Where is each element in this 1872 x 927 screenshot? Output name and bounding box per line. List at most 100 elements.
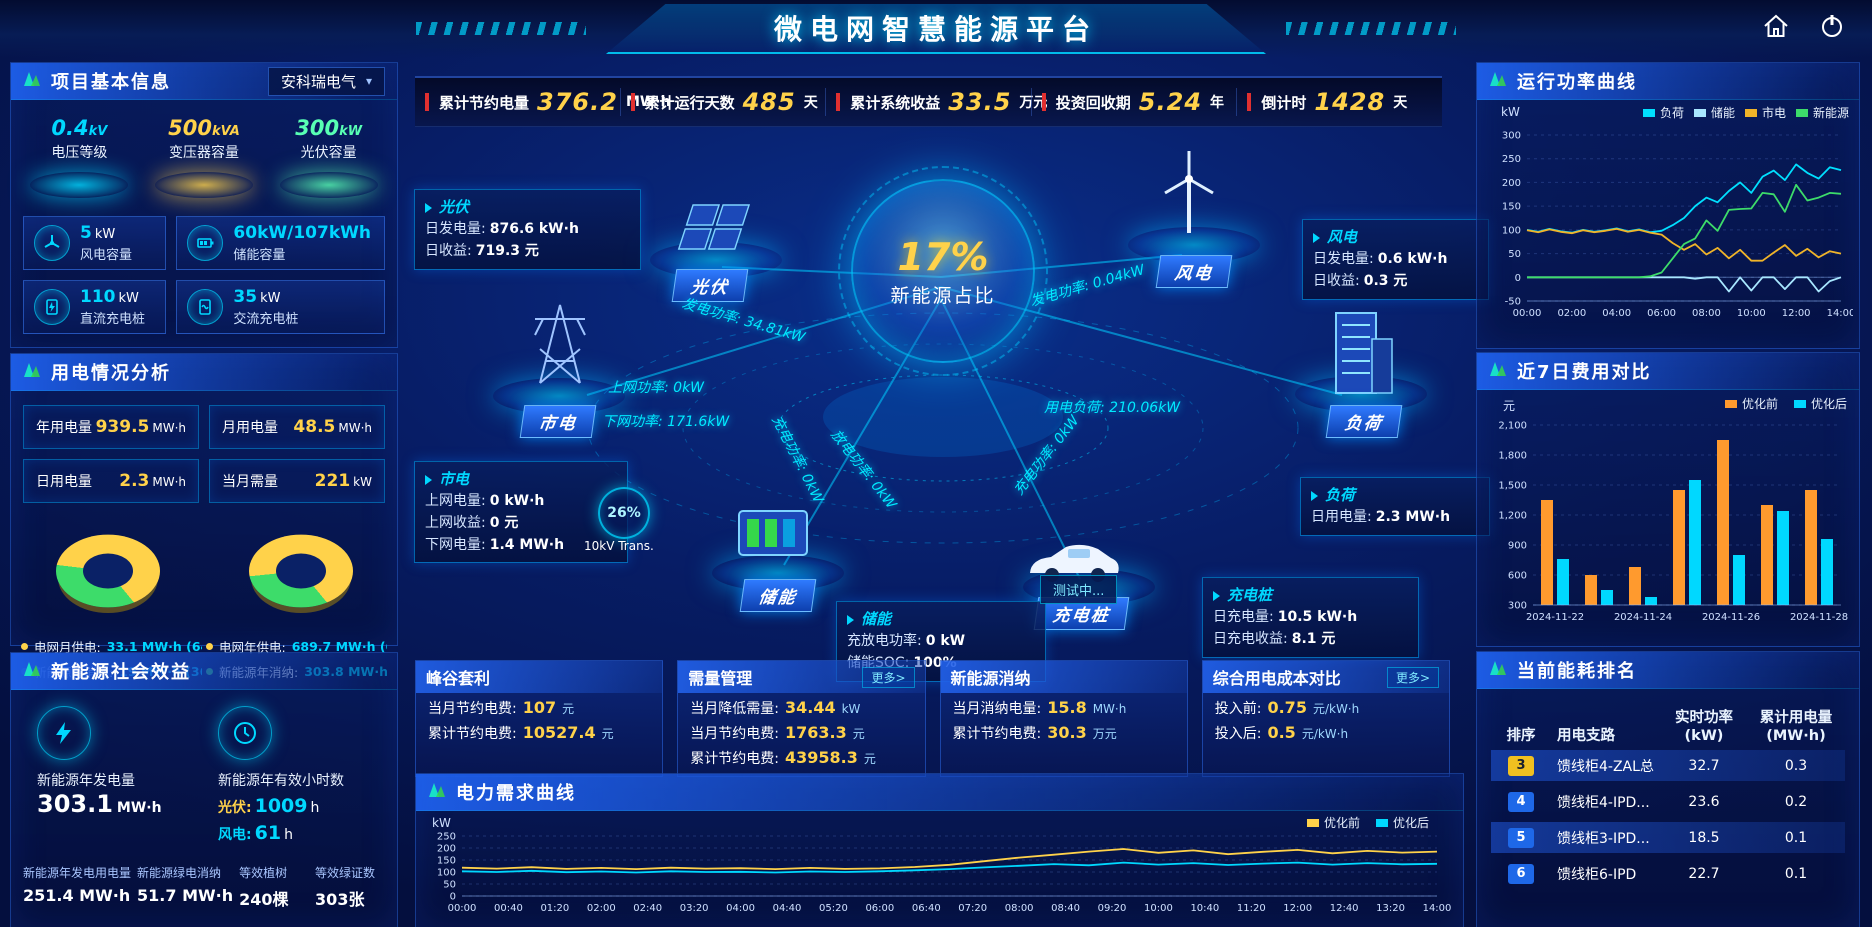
stat-year-usage: 年用电量 939.5 MW·h <box>23 405 199 449</box>
panel-title: 当前能耗排名 <box>1517 661 1637 682</box>
stat-dc-charger: 110 kW 直流充电桩 <box>23 280 167 334</box>
renewable-percent-label: 新能源占比 <box>890 284 996 307</box>
power-chart-legend: 负荷 储能 市电 新能源 <box>1642 104 1849 121</box>
home-icon[interactable] <box>1762 12 1790 44</box>
ranking-table: 排序 用电支路 实时功率 (kW) 累计用电量 (MW·h) 3 馈线柜4-ZA… <box>1477 689 1859 889</box>
card-demand-management: 需量管理 更多> 当月降低需量: 34.44 kW 当月节约电费: 1763.3 元 累计… <box>677 660 926 777</box>
svg-text:02:40: 02:40 <box>633 903 662 914</box>
benefit-generation: 新能源年发电量 303.1 MW·h <box>23 706 204 844</box>
card-peak-valley: 峰谷套利 当月节约电费: 107 元 累计节约电费: 10527.4 元 <box>415 660 664 777</box>
table-row[interactable]: 4 馈线柜4-IPD... 23.6 0.2 <box>1491 786 1845 817</box>
svg-text:01:20: 01:20 <box>540 903 569 914</box>
panel-project-info: 项目基本信息 安科瑞电气 ▾ 0.4kV 电压等级 500kVA 变压器容量 3… <box>10 62 398 348</box>
stat-ac-charger: 35 kW 交流充电桩 <box>176 280 385 334</box>
svg-text:200: 200 <box>437 844 456 855</box>
svg-text:07:20: 07:20 <box>958 903 987 914</box>
svg-text:50: 50 <box>1508 249 1521 260</box>
svg-text:0: 0 <box>450 892 456 903</box>
transformer-badge: 26% <box>598 487 650 539</box>
kpi-saved-energy: 累计节约电量 376.2 MW·h <box>415 88 671 116</box>
panel-corner-icon <box>1489 660 1507 680</box>
rank-badge: 4 <box>1508 791 1534 812</box>
glow-disc <box>30 172 129 198</box>
node-label-storage: 储能 <box>739 579 817 612</box>
svg-text:250: 250 <box>437 832 456 843</box>
svg-text:03:20: 03:20 <box>680 903 709 914</box>
svg-text:06:00: 06:00 <box>1647 308 1676 319</box>
power-icon[interactable] <box>1818 12 1846 44</box>
svg-text:10:00: 10:00 <box>1737 308 1766 319</box>
power-tower-icon <box>505 295 615 391</box>
renewable-percent: 17% <box>897 234 989 279</box>
svg-text:08:00: 08:00 <box>1005 903 1034 914</box>
svg-text:06:00: 06:00 <box>865 903 894 914</box>
load-flow-label: 用电负荷: 210.06kW <box>1044 400 1181 416</box>
battery-storage-icon <box>725 501 821 567</box>
svg-text:250: 250 <box>1502 154 1521 165</box>
year-donut-chart <box>248 534 353 608</box>
svg-text:08:00: 08:00 <box>1692 308 1721 319</box>
panel-usage-analysis: 用电情况分析 年用电量 939.5 MW·h 月用电量 48.5 MW·h 日用电量 2.… <box>10 353 398 680</box>
mini-stat: 等效植树 240棵 <box>239 866 289 909</box>
benefit-hours: 新能源年有效小时数 光伏: 1009 h 风电: 61 h <box>204 706 385 844</box>
svg-text:13:20: 13:20 <box>1376 903 1405 914</box>
table-row[interactable]: 6 馈线柜6-IPD 22.7 0.1 <box>1491 858 1845 889</box>
demand-chart-legend: 优化前 优化后 <box>1306 814 1429 831</box>
solar-panel-icon <box>657 199 767 269</box>
wind-info-box: 风电 日发电量: 0.6 kW·h 日收益: 0.3 元 <box>1302 219 1489 300</box>
table-row[interactable]: 5 馈线柜3-IPD... 18.5 0.1 <box>1491 822 1845 854</box>
panel-title: 电力需求曲线 <box>456 783 576 804</box>
svg-text:02:00: 02:00 <box>1557 308 1586 319</box>
wind-turbine-icon <box>1134 145 1244 241</box>
legend-swatch <box>1306 818 1319 827</box>
mini-stat: 等效绿证数 303张 <box>315 866 376 909</box>
panel-corner-icon <box>1489 361 1507 381</box>
panel-power-curve: 运行功率曲线 kW 负荷 储能 市电 新能源 300 250 200 150 100 50… <box>1476 62 1860 349</box>
wind-icon <box>34 225 70 261</box>
table-row[interactable]: 3 馈线柜4-ZAL总 32.7 0.3 <box>1491 750 1845 782</box>
panel-title: 用电情况分析 <box>51 363 171 384</box>
card-renewable-consumption: 新能源消纳 当月消纳电量: 15.8 MW·h 累计节约电费: 30.3 万元 <box>939 660 1188 777</box>
mini-stat: 新能源绿电消纳 51.7 MW·h <box>137 866 234 905</box>
node-label-wind: 风电 <box>1155 255 1233 288</box>
legend-item: 电网年供电:689.7 MW·h (69%) <box>206 637 387 656</box>
svg-text:04:00: 04:00 <box>1602 308 1631 319</box>
company-select[interactable]: 安科瑞电气 ▾ <box>267 66 385 96</box>
stat-day-usage: 日用电量 2.3 MW·h <box>23 459 199 503</box>
svg-text:08:40: 08:40 <box>1051 903 1080 914</box>
app-header: 微电网智慧能源平台 <box>0 0 1872 58</box>
demand-y-unit: kW <box>432 816 451 830</box>
charger-info-box: 充电桩 日充电量: 10.5 kW·h 日充电收益: 8.1 元 <box>1202 577 1419 658</box>
pad-pv-capacity: 300kW 光伏容量 <box>268 116 390 198</box>
svg-text:1,200: 1,200 <box>1498 511 1527 522</box>
grid-up-flow-label: 上网功率: 0kW <box>608 380 705 396</box>
more-button[interactable]: 更多> <box>862 666 915 688</box>
pad-label: 变压器容量 <box>168 145 239 161</box>
energy-flow-diagram: 光伏 风电 市电 储能 充电桩 负荷 17% 新能源占比 光伏 日发电量: 876… <box>412 127 1490 682</box>
dc-charger-icon <box>34 289 70 325</box>
rank-badge: 6 <box>1508 863 1534 884</box>
panel-corner-icon <box>23 661 41 681</box>
svg-text:05:20: 05:20 <box>819 903 848 914</box>
panel-corner-icon <box>428 782 446 802</box>
load-info-box: 负荷 日用电量: 2.3 MW·h <box>1300 477 1490 536</box>
card-cost-comparison: 综合用电成本对比 更多> 投入前: 0.75 元/kW·h 投入后: 0.5 元/kW·h <box>1201 660 1450 777</box>
kpi-run-days: 累计运行天数 485 天 <box>619 88 826 116</box>
stat-storage-capacity: 60kW/107kWh 储能容量 <box>176 216 385 270</box>
svg-text:02:00: 02:00 <box>587 903 616 914</box>
pad-transformer-capacity: 500kVA 变压器容量 <box>143 116 265 198</box>
kpi-payback-period: 投资回收期 5.24 年 <box>1030 88 1237 116</box>
svg-text:09:20: 09:20 <box>1098 903 1127 914</box>
legend-swatch <box>1724 399 1737 408</box>
more-button[interactable]: 更多> <box>1386 666 1439 688</box>
svg-text:300: 300 <box>1508 601 1527 612</box>
panel-title: 运行功率曲线 <box>1517 72 1637 93</box>
project-stats: 5 kW 风电容量 60kW/107kWh 储能容量 110 kW 直流充电桩 35… <box>11 198 397 334</box>
ac-charger-icon <box>187 289 224 325</box>
svg-text:150: 150 <box>437 856 456 867</box>
pad-value: 300 <box>295 116 340 140</box>
svg-text:10:40: 10:40 <box>1190 903 1219 914</box>
battery-icon <box>187 225 224 261</box>
svg-text:1,500: 1,500 <box>1498 481 1527 492</box>
